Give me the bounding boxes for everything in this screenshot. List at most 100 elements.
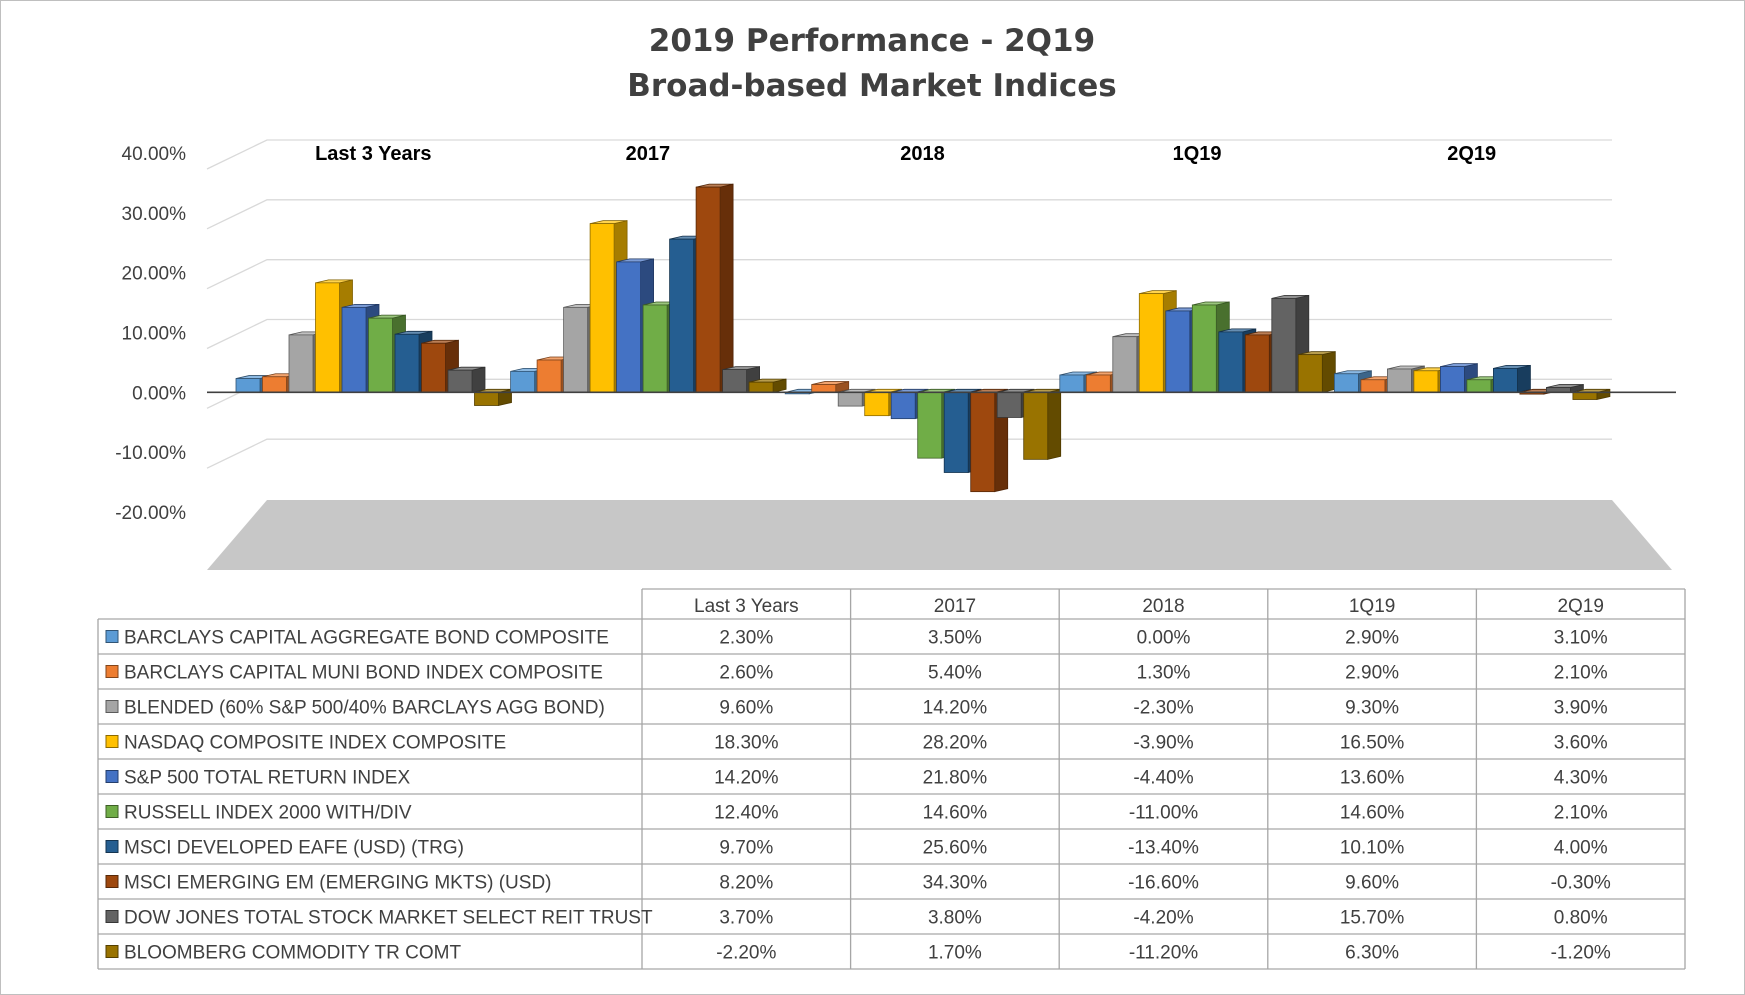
table-cell: 14.20% (714, 768, 779, 789)
table-cell: -3.90% (1133, 733, 1193, 754)
table-cell: 1.30% (1137, 663, 1191, 684)
legend-key (105, 700, 119, 713)
series-name: BLENDED (60% S&P 500/40% BARCLAYS AGG BO… (124, 698, 605, 719)
table-cell: 28.20% (923, 733, 988, 754)
table-cell: -2.30% (1133, 698, 1193, 719)
legend-key (105, 945, 119, 958)
bar (421, 339, 459, 393)
legend-key (105, 665, 119, 678)
table-cell: 4.30% (1554, 768, 1608, 789)
table-cell: 14.60% (923, 803, 988, 824)
table-cell: 18.30% (714, 733, 779, 754)
bar (1546, 384, 1584, 393)
table-cell: -2.20% (716, 943, 776, 964)
table-cell: 0.00% (1137, 628, 1191, 649)
table-cell: 9.30% (1345, 698, 1399, 719)
table-cell: -13.40% (1128, 838, 1199, 859)
table-header: 2018 (1142, 596, 1184, 617)
bar (1493, 364, 1531, 393)
legend-key (105, 910, 119, 923)
series-name: DOW JONES TOTAL STOCK MARKET SELECT REIT… (124, 908, 653, 929)
table-cell: 3.90% (1554, 698, 1608, 719)
series-name: BARCLAYS CAPITAL AGGREGATE BOND COMPOSIT… (124, 628, 609, 649)
table-cell: 2.60% (719, 663, 773, 684)
table-cell: 5.40% (928, 663, 982, 684)
table-cell: 25.60% (923, 838, 988, 859)
table-cell: 15.70% (1340, 908, 1405, 929)
bar (970, 388, 1009, 493)
table-cell: 10.10% (1340, 838, 1405, 859)
table-cell: -16.60% (1128, 873, 1199, 894)
table-header: 2Q19 (1557, 596, 1603, 617)
table-cell: 0.80% (1554, 908, 1608, 929)
table-cell: 8.20% (719, 873, 773, 894)
table-cell: -4.20% (1133, 908, 1193, 929)
series-name: BARCLAYS CAPITAL MUNI BOND INDEX COMPOSI… (124, 663, 603, 684)
gridline (206, 259, 1612, 290)
y-tick-label: 0.00% (132, 383, 186, 404)
series-name: MSCI EMERGING EM (EMERGING MKTS) (USD) (124, 873, 552, 894)
series-name: MSCI DEVELOPED EAFE (USD) (TRG) (124, 838, 464, 859)
y-tick-label: -20.00% (115, 503, 186, 524)
table-cell: -11.20% (1129, 943, 1198, 964)
chart-subtitle: Broad-based Market Indices (627, 68, 1117, 104)
table-cell: 9.60% (719, 698, 773, 719)
table-cell: -0.30% (1551, 873, 1611, 894)
y-tick-label: 10.00% (122, 324, 187, 345)
data-table: Last 3 Years 2017 2018 1Q19 2Q19 BARCLAYS CAP… (97, 588, 1686, 970)
table-cell: 9.70% (719, 838, 773, 859)
gridline (206, 199, 1612, 230)
category-label: 1Q19 (1173, 143, 1222, 165)
bar (1297, 351, 1336, 393)
bar (447, 366, 486, 393)
table-cell: 3.50% (928, 628, 982, 649)
table-cell: 12.40% (714, 803, 779, 824)
y-tick-label: -10.00% (115, 443, 186, 464)
category-label: 2018 (900, 143, 945, 165)
legend-key (105, 770, 119, 783)
legend-key (105, 875, 119, 888)
table-cell: 9.60% (1345, 873, 1399, 894)
table-cell: 6.30% (1345, 943, 1399, 964)
table-cell: 2.90% (1345, 628, 1399, 649)
table-cell: -1.20% (1551, 943, 1611, 964)
category-label: 2Q19 (1447, 143, 1496, 165)
series-name: BLOOMBERG COMMODITY TR COMT (124, 943, 461, 964)
bar (474, 388, 512, 406)
category-labels: Last 3 Years 2017 2018 1Q19 2Q19 (315, 143, 1496, 165)
table-cell: 14.20% (923, 698, 988, 719)
table-cell: 14.60% (1340, 803, 1405, 824)
legend-key (105, 805, 119, 818)
bar (811, 381, 850, 393)
chart-floor (207, 500, 1672, 570)
bar (1440, 363, 1478, 393)
table-cell: 2.30% (719, 628, 773, 649)
y-tick-label: 20.00% (122, 264, 187, 285)
table-cell: 2.10% (1554, 803, 1608, 824)
table-cell: 1.70% (928, 943, 982, 964)
y-tick-label: 40.00% (122, 144, 187, 165)
table-header: Last 3 Years (694, 596, 799, 617)
table-cell: 13.60% (1340, 768, 1405, 789)
series-name: NASDAQ COMPOSITE INDEX COMPOSITE (124, 733, 506, 754)
chart-title: 2019 Performance - 2Q19 (649, 23, 1095, 59)
table-header: 2017 (934, 596, 976, 617)
legend-key (105, 630, 119, 643)
category-label: 2017 (626, 143, 671, 165)
table-cell: 2.10% (1554, 663, 1608, 684)
series-name: S&P 500 TOTAL RETURN INDEX (124, 768, 410, 789)
y-tick-label: 30.00% (122, 204, 187, 225)
table-cell: 34.30% (923, 873, 988, 894)
table-cell: 21.80% (923, 768, 988, 789)
table-cell: 3.70% (719, 908, 773, 929)
bar (1023, 388, 1062, 460)
category-label: Last 3 Years (315, 143, 431, 165)
table-cell: -11.00% (1129, 803, 1198, 824)
table-cell: 3.60% (1554, 733, 1608, 754)
bar (748, 378, 787, 393)
bar (695, 183, 734, 393)
table-cell: 16.50% (1340, 733, 1405, 754)
bars (207, 183, 1676, 493)
gridline (206, 139, 1612, 170)
table-cell: -4.40% (1133, 768, 1193, 789)
